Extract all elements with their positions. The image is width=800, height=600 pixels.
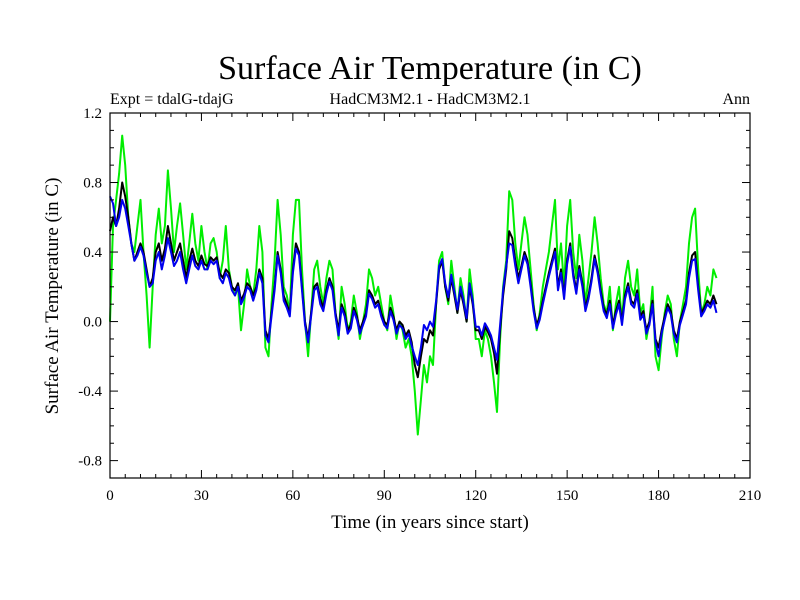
chart-title: Surface Air Temperature (in C) bbox=[218, 50, 642, 87]
series-line-green bbox=[109, 134, 718, 436]
x-tick-label: 0 bbox=[106, 488, 114, 504]
x-tick-label: 120 bbox=[464, 488, 487, 504]
x-tick-label: 210 bbox=[739, 488, 762, 504]
season-label: Ann bbox=[722, 91, 750, 108]
y-tick-label: -0.8 bbox=[78, 454, 102, 470]
model-comparison-label: HadCM3M2.1 - HadCM3M2.1 bbox=[330, 91, 531, 108]
x-tick-label: 180 bbox=[647, 488, 670, 504]
y-tick-label: 0.0 bbox=[83, 315, 102, 331]
y-tick-label: -0.4 bbox=[78, 384, 102, 400]
series-line-blue bbox=[109, 196, 718, 366]
x-tick-label: 60 bbox=[285, 488, 300, 504]
x-tick-label: 30 bbox=[194, 488, 209, 504]
ticks-layer: 0 30 60 90 120 150 180 210 -0.8 -0.4 0.0 0.4 0.8 1.2 bbox=[78, 106, 761, 504]
series-layer bbox=[109, 134, 718, 436]
y-axis-label: Surface Air Temperature (in C) bbox=[42, 178, 63, 415]
y-tick-label: 1.2 bbox=[83, 106, 102, 122]
y-tick-label: 0.4 bbox=[83, 245, 102, 261]
y-tick-label: 0.8 bbox=[83, 176, 102, 192]
experiment-label: Expt = tdalG-tdajG bbox=[110, 91, 234, 108]
x-tick-label: 150 bbox=[556, 488, 579, 504]
x-tick-label: 90 bbox=[377, 488, 392, 504]
x-axis-label: Time (in years since start) bbox=[331, 512, 529, 533]
